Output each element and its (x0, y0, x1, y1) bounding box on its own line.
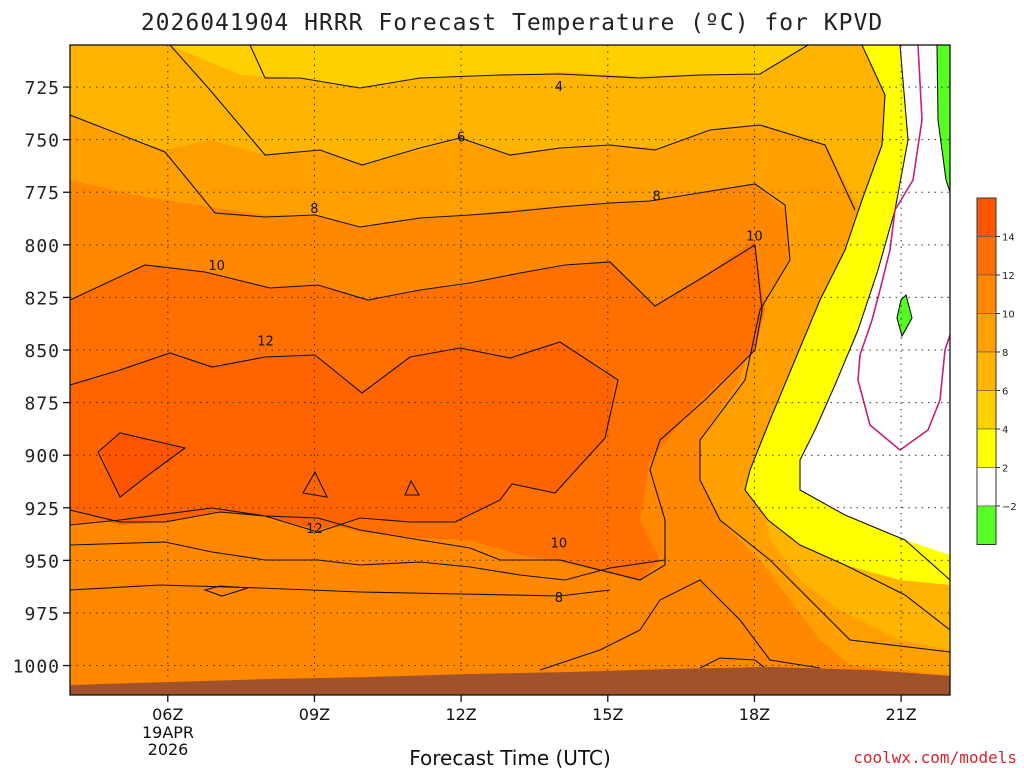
chart-title: 2026041904 HRRR Forecast Temperature (ºC… (141, 10, 883, 36)
colorbar-label: 10 (1002, 310, 1015, 321)
colorbar-swatch (976, 197, 997, 237)
x-date-label-month: 19APR (142, 723, 194, 742)
colorbar: 14 12 10 8 6 4 2 −2 (976, 197, 1017, 545)
contour-8-surface (699, 657, 771, 673)
colorbar-swatch (976, 428, 997, 468)
y-tick-label: 725 (24, 78, 60, 99)
zero-isotherm (857, 45, 950, 452)
contour-2 (799, 45, 950, 581)
ground-terrain (70, 667, 950, 695)
y-tick-label: 750 (24, 131, 60, 152)
contour-4-upperright (744, 45, 950, 631)
colorbar-swatch (976, 351, 997, 391)
contour-6-low (70, 584, 611, 597)
band-14-plus (70, 342, 615, 530)
contour-10 (70, 244, 763, 581)
grid-lines (70, 45, 950, 695)
contour-minus2-b (896, 293, 913, 338)
plot-area (70, 45, 950, 695)
y-tick-label: 875 (24, 394, 60, 415)
contour-6 (169, 45, 856, 211)
colorbar-swatch (976, 313, 997, 353)
contour-label: 10 (208, 259, 225, 274)
colorbar-swatch (976, 505, 997, 545)
contour-label: 12 (306, 522, 323, 537)
contour-label: 8 (653, 189, 661, 204)
contour-14-small-b (404, 479, 420, 496)
x-tick-label: 15Z (592, 705, 623, 724)
colorbar-frame (976, 197, 997, 545)
colorbar-label: 6 (1002, 387, 1008, 398)
y-tick-label: 850 (24, 341, 60, 362)
band-hot-core (100, 433, 185, 497)
contour-label: 12 (257, 335, 274, 350)
y-tick-label: 925 (24, 499, 60, 520)
x-date-label-year: 2026 (148, 740, 189, 759)
contour-label: 10 (551, 537, 568, 552)
contour-8-low (70, 541, 666, 581)
y-tick-label: 800 (24, 236, 60, 257)
contour-minus2-a (936, 45, 950, 193)
x-tick-label: 18Z (739, 705, 770, 724)
band-below-minus2 (937, 45, 950, 192)
plot-frame (69, 44, 951, 696)
band-below-2 (800, 45, 950, 555)
colorbar-label: 12 (1002, 271, 1015, 282)
x-tick-label: 21Z (885, 705, 916, 724)
colorbar-swatch (976, 274, 997, 314)
y-tick-label: 975 (24, 604, 60, 625)
contour-label: 8 (555, 591, 563, 606)
x-tick-label: 09Z (299, 705, 330, 724)
contour-14-small-a (302, 470, 328, 498)
contour-4 (249, 45, 809, 89)
colorbar-swatch (976, 236, 997, 276)
credit-link[interactable]: coolwx.com/models (853, 748, 1017, 767)
x-tick-label: 06Z (152, 705, 183, 724)
x-tick-label: 12Z (445, 705, 476, 724)
contour-8 (70, 114, 950, 653)
contour-6-surface (539, 579, 821, 671)
contour-14 (97, 432, 187, 498)
colorbar-label: 8 (1002, 348, 1008, 359)
y-tick-label: 950 (24, 551, 60, 572)
x-axis: 06Z 09Z 12Z 15Z 18Z 21Z (152, 695, 917, 724)
y-tick-label: 825 (24, 288, 60, 309)
y-tick-label: 1000 (13, 657, 60, 678)
contour-label: 4 (555, 80, 563, 95)
contour-label: 8 (310, 202, 318, 217)
colorbar-label: 14 (1002, 233, 1015, 244)
colorbar-label: −2 (1002, 502, 1017, 513)
colorbar-swatch (976, 467, 997, 507)
y-tick-label: 775 (24, 183, 60, 204)
colorbar-label: 4 (1002, 425, 1008, 436)
y-tick-label: 900 (24, 446, 60, 467)
x-axis-title: Forecast Time (UTC) (409, 746, 611, 768)
y-axis: 725 750 775 800 825 850 875 900 925 950 975 1000 (13, 78, 70, 678)
colorbar-label: 2 (1002, 464, 1008, 475)
contour-lines (70, 45, 950, 673)
contour-label: 6 (457, 131, 465, 146)
contour-labels: 4 6 8 8 10 10 12 12 10 8 (208, 80, 763, 606)
contour-label: 10 (746, 229, 763, 244)
colorbar-swatch (976, 390, 997, 430)
contour-12 (70, 341, 619, 533)
contour-10-lobe (203, 585, 249, 597)
